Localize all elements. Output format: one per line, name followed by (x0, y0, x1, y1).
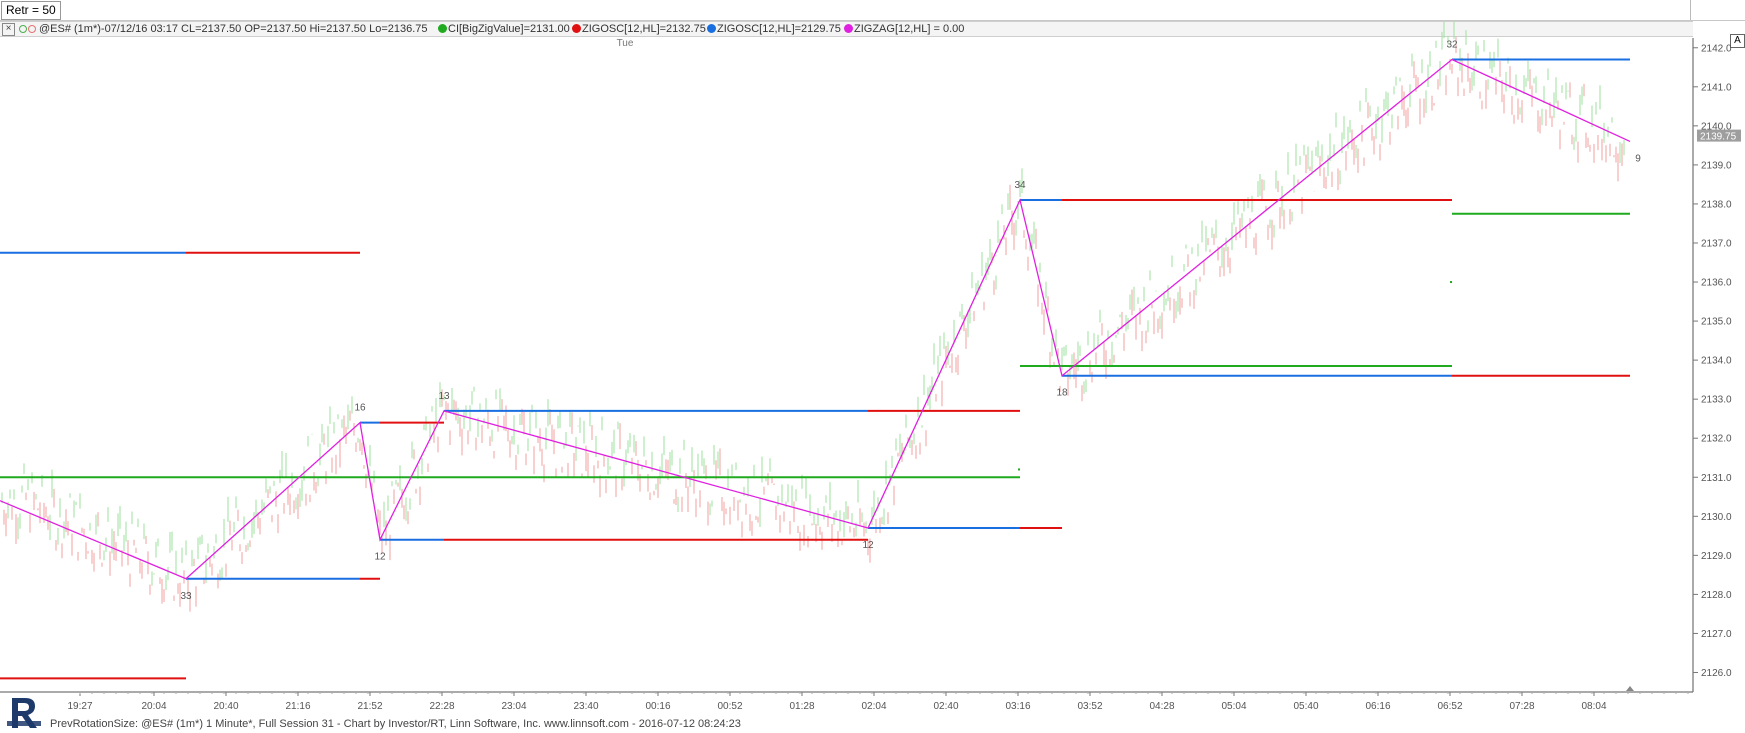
close-icon[interactable]: × (2, 23, 15, 36)
top-toolbar: Retr = 50 (0, 0, 1745, 21)
price-axis: 2126.0 2127.0 2128.0 2129.0 2130.0 2131.0 2132… (0, 38, 1741, 693)
retracement-setting[interactable]: Retr = 50 (1, 1, 61, 20)
legend-item-label: CI[BigZigValue]=2131.00 (448, 23, 570, 35)
pivot-labels: 33 16 12 13 12 34 18 32 9 (180, 39, 1641, 601)
legend-color-dot-icon (572, 24, 581, 33)
price-tick-label: 2127.0 (1701, 629, 1732, 640)
time-axis: 19:27 20:04 20:40 21:16 21:52 22:28 23:04 23:40… (67, 686, 1689, 712)
price-tick-label: 2126.0 (1701, 668, 1732, 679)
time-tick-label: 07:28 (1509, 701, 1534, 712)
legend-item-label: ZIGOSC[12,HL]=2129.75 (717, 23, 841, 35)
price-tick-label: 2136.0 (1701, 278, 1732, 289)
time-tick-label: 03:52 (1077, 701, 1102, 712)
toolbar-divider (1690, 0, 1691, 20)
price-tick-label: 2133.0 (1701, 395, 1732, 406)
time-tick-label: 00:52 (717, 701, 742, 712)
price-tick-label: 2140.0 (1701, 121, 1732, 132)
pivot-count-label: 12 (374, 552, 386, 563)
pivot-count-label: 33 (180, 591, 192, 602)
price-tick-label: 2141.0 (1701, 82, 1732, 93)
price-tick-label: 2135.0 (1701, 317, 1732, 328)
legend-item-zigzag[interactable]: ZIGZAG[12,HL] = 0.00 (844, 23, 964, 35)
time-tick-label: 23:40 (573, 701, 598, 712)
investor-rt-logo-icon (7, 698, 41, 728)
price-tick-label: 2142.0 (1701, 43, 1732, 54)
time-tick-label: 21:16 (285, 701, 310, 712)
price-tick-label: 2137.0 (1701, 238, 1732, 249)
zigzag-path (0, 58, 1631, 580)
footer-text: PrevRotationSize: @ES# (1m*) 1 Minute*, … (50, 718, 741, 730)
price-tick-label: 2139.0 (1701, 160, 1732, 171)
price-tick-label: 2132.0 (1701, 434, 1732, 445)
price-tick-label: 2129.0 (1701, 551, 1732, 562)
legend-item-zigosc-blue[interactable]: ZIGOSC[12,HL]=2129.75 (707, 23, 841, 35)
time-tick-label: 05:40 (1293, 701, 1318, 712)
price-tick-label: 2130.0 (1701, 512, 1732, 523)
legend-item-label: ZIGOSC[12,HL]=2132.75 (582, 23, 706, 35)
pivot-count-label: 34 (1014, 180, 1026, 191)
zigosc-levels (0, 58, 1630, 680)
time-tick-label: 05:04 (1221, 701, 1246, 712)
time-tick-label: 02:04 (861, 701, 886, 712)
pivot-count-label: 9 (1635, 153, 1641, 164)
pivot-count-label: 16 (354, 403, 366, 414)
time-tick-label: 20:40 (213, 701, 238, 712)
price-tick-label: 2134.0 (1701, 356, 1732, 367)
status-footer: PrevRotationSize: @ES# (1m*) 1 Minute*, … (0, 716, 1745, 733)
time-tick-label: 00:16 (645, 701, 670, 712)
time-tick-label: 06:52 (1437, 701, 1462, 712)
current-price-tag (1697, 129, 1741, 142)
price-tick-label: 2131.0 (1701, 473, 1732, 484)
time-tick-label: 01:28 (789, 701, 814, 712)
chart-legend-bar: × @ES# (1m*)-07/12/16 03:17 CL=2137.50 O… (0, 21, 1693, 37)
pivot-count-label: 18 (1056, 388, 1068, 399)
instrument-status-icons (19, 25, 37, 37)
price-tick-label: 2138.0 (1701, 199, 1732, 210)
day-label: Tue (617, 38, 634, 49)
price-bars (1, 21, 1625, 612)
legend-color-dot-icon (707, 24, 716, 33)
price-chart[interactable]: 33 16 12 13 12 34 18 32 9 2126.0 2127.0 2128.0 2129… (0, 0, 1745, 716)
time-tick-label: 03:16 (1005, 701, 1030, 712)
zigzag-line (0, 58, 1631, 580)
time-tick-label: 04:28 (1149, 701, 1174, 712)
pivot-count-label: 13 (438, 391, 450, 402)
pivot-count-label: 32 (1446, 39, 1458, 50)
time-tick-label: 21:52 (357, 701, 382, 712)
autoscale-button[interactable]: A (1730, 34, 1745, 48)
time-tick-label: 20:04 (141, 701, 166, 712)
legend-color-dot-icon (844, 24, 853, 33)
pivot-count-label: 12 (862, 540, 874, 551)
legend-symbol-info: @ES# (1m*)-07/12/16 03:17 CL=2137.50 OP=… (39, 23, 428, 35)
time-tick-label: 06:16 (1365, 701, 1390, 712)
legend-item-zigosc-red[interactable]: ZIGOSC[12,HL]=2132.75 (572, 23, 706, 35)
legend-item-label: ZIGZAG[12,HL] = 0.00 (854, 23, 965, 35)
time-tick-label: 22:28 (429, 701, 454, 712)
legend-item-bigzigvalue[interactable]: CI[BigZigValue]=2131.00 (438, 23, 570, 35)
status-circle-icon (19, 25, 27, 33)
price-tick-label: 2128.0 (1701, 590, 1732, 601)
time-tick-label: 02:40 (933, 701, 958, 712)
time-tick-label: 19:27 (67, 701, 92, 712)
current-price-label: 2139.75 (1700, 132, 1737, 143)
last-bar-marker-icon (1626, 686, 1634, 691)
legend-color-dot-icon (438, 24, 447, 33)
status-circle-icon (28, 25, 36, 33)
time-tick-label: 23:04 (501, 701, 526, 712)
time-tick-label: 08:04 (1581, 701, 1606, 712)
